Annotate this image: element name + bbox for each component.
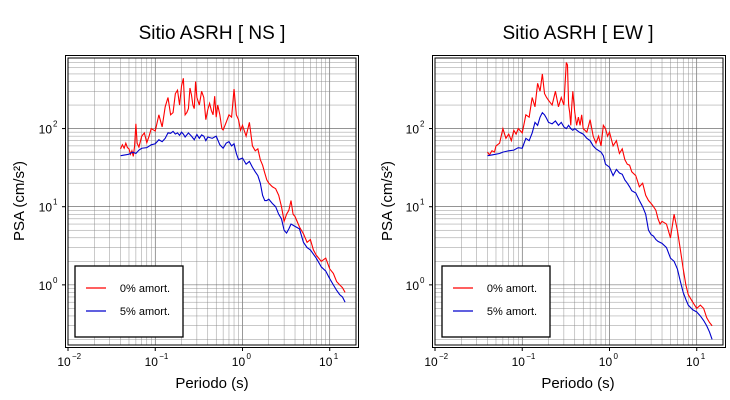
- legend-ew: 0% amort. 5% amort.: [441, 265, 551, 338]
- legend-entry: 5% amort.: [487, 306, 537, 318]
- y-tick-label: 10: [39, 279, 53, 293]
- series-line-damping-5-ew: [487, 111, 713, 340]
- legend-entry: 0% amort.: [487, 283, 537, 295]
- y-axis-label-ns: PSA (cm/s²): [11, 161, 28, 241]
- x-tick-label: 10: [686, 355, 700, 369]
- y-tick-exponent: 2: [420, 120, 425, 129]
- chart-title-ew: Sitio ASRH [ EW ]: [503, 23, 654, 44]
- y-tick-label: 10: [406, 201, 420, 215]
- x-axis-label-ns: Periodo (s): [175, 375, 248, 392]
- plot-frame-outer-ew: [432, 55, 726, 348]
- y-tick-label: 10: [39, 123, 53, 137]
- x-tick-exponent: 1: [701, 352, 706, 361]
- x-tick-label: 10: [232, 355, 246, 369]
- x-tick-label: 10: [512, 355, 526, 369]
- plot-frame-ew: [434, 57, 724, 346]
- x-tick-exponent: 0: [246, 352, 251, 361]
- legend-box: [74, 265, 184, 338]
- series-group-ew: [487, 62, 713, 340]
- x-tick-label: 10: [424, 355, 438, 369]
- chart-panel-ew: Sitio ASRH [ EW ] Periodo (s) PSA (cm/s²…: [379, 23, 726, 392]
- grid-ns: [67, 57, 357, 345]
- y-axis-label-ew: PSA (cm/s²): [379, 161, 396, 241]
- plot-frame-ns: [67, 57, 357, 346]
- legend-box: [441, 265, 551, 338]
- series-line-damping-5-ns: [120, 130, 346, 303]
- series-group-ns: [120, 78, 346, 303]
- x-tick-exponent: −2: [439, 352, 449, 361]
- chart-panel-ns: Sitio ASRH [ NS ] Periodo (s) PSA (cm/s²…: [11, 23, 359, 392]
- y-tick-exponent: 1: [420, 198, 425, 207]
- series-line-damping-0-ns: [120, 78, 346, 293]
- x-tick-exponent: −1: [159, 352, 169, 361]
- x-tick-label: 10: [599, 355, 613, 369]
- x-tick-label: 10: [145, 355, 159, 369]
- x-tick-exponent: 1: [334, 352, 339, 361]
- y-tick-label: 10: [406, 279, 420, 293]
- chart-title-ns: Sitio ASRH [ NS ]: [139, 23, 286, 44]
- y-tick-exponent: 1: [53, 198, 58, 207]
- legend-entry: 5% amort.: [120, 306, 170, 318]
- y-tick-label: 10: [39, 201, 53, 215]
- legend-entry: 0% amort.: [120, 283, 170, 295]
- plot-frame-outer-ns: [65, 55, 359, 348]
- y-tick-label: 10: [406, 123, 420, 137]
- y-tick-exponent: 0: [420, 276, 425, 285]
- x-tick-exponent: −2: [72, 352, 82, 361]
- legend-ns: 0% amort. 5% amort.: [74, 265, 184, 338]
- x-tick-exponent: −1: [526, 352, 536, 361]
- x-tick-exponent: 0: [613, 352, 618, 361]
- y-tick-exponent: 2: [53, 120, 58, 129]
- x-axis-label-ew: Periodo (s): [541, 375, 614, 392]
- x-tick-label: 10: [319, 355, 333, 369]
- y-tick-exponent: 0: [53, 276, 58, 285]
- x-tick-label: 10: [57, 355, 71, 369]
- series-line-damping-0-ew: [487, 62, 713, 327]
